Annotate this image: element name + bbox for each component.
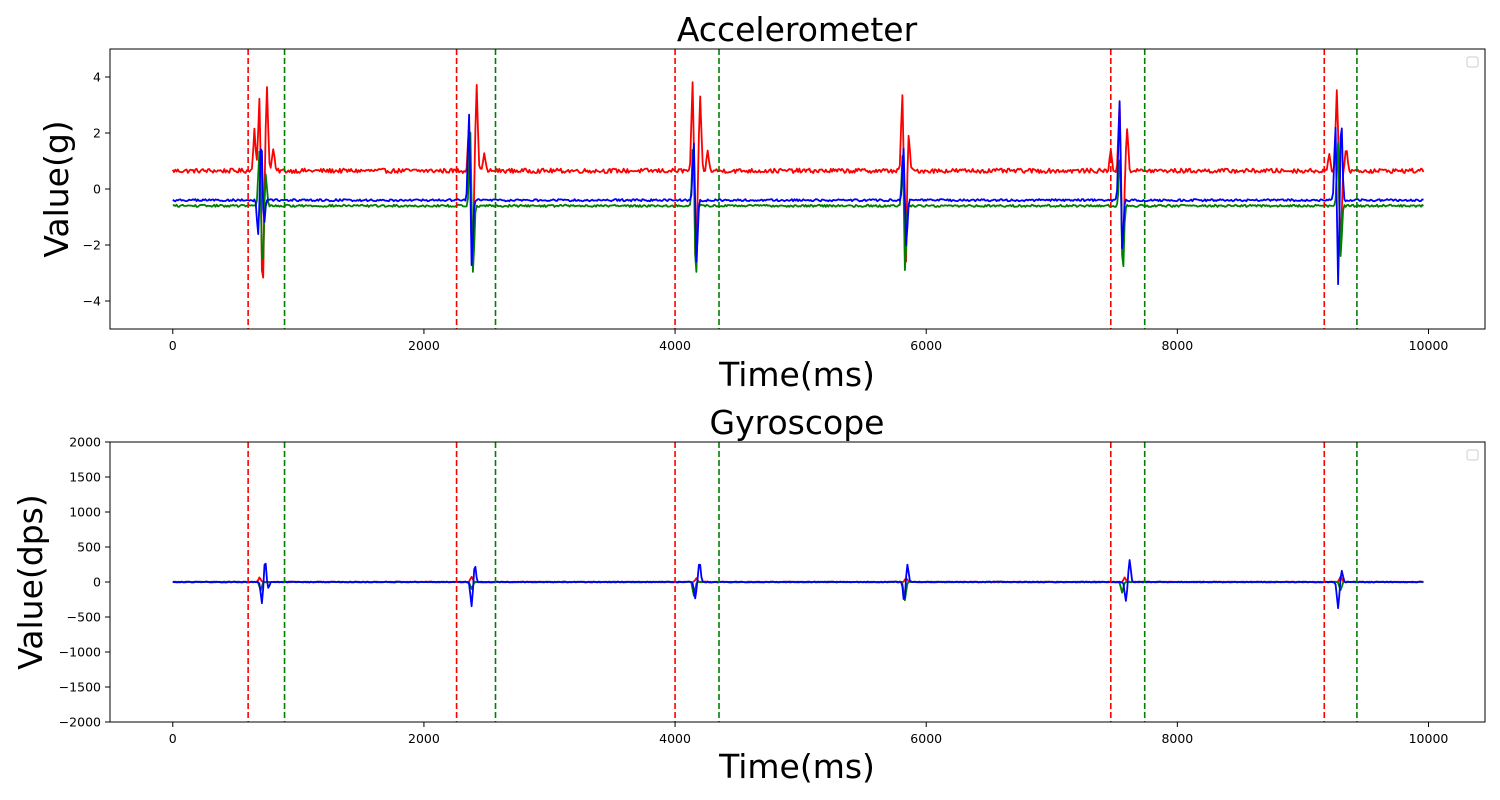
gyroscope-ytick-label: −2000 [59,715,101,730]
gyroscope-panel: Gyroscope Time(ms) Value(dps) 0 2000 4000 6… [11,403,1486,786]
accelerometer-ylabel: Value(g) [37,120,76,257]
gyroscope-ytick-label: −1000 [59,645,101,660]
gyroscope-ytick-label: 1000 [69,505,101,520]
gyroscope-ytick-label: −1500 [59,680,101,695]
accelerometer-series-line-1 [172,81,1425,279]
accelerometer-series-line-2 [172,131,1424,273]
gyroscope-ylabel: Value(dps) [11,494,50,669]
gyroscope-xtick-label: 6000 [910,731,942,746]
accelerometer-ytick-label: −4 [83,294,101,309]
gyroscope-title: Gyroscope [710,403,885,442]
gyroscope-xtick-label: 4000 [659,731,691,746]
gyroscope-xtick-label: 8000 [1161,731,1193,746]
accelerometer-frame [109,48,1486,330]
accelerometer-xtick-label: 2000 [408,338,440,353]
gyroscope-series-line-2 [172,580,1424,602]
gyroscope-series-line-3 [172,559,1424,610]
accelerometer-ytick-label: 2 [93,126,101,141]
accelerometer-xtick-label: 4000 [659,338,691,353]
accelerometer-title: Accelerometer [677,10,918,49]
accelerometer-ytick-label: 4 [93,70,101,85]
accelerometer-series-line-3 [172,100,1424,286]
gyroscope-ytick-label: −500 [67,610,101,625]
gyroscope-ytick-label: 0 [93,575,101,590]
accelerometer-xlabel: Time(ms) [718,355,875,394]
accelerometer-xtick-label: 10000 [1409,338,1449,353]
accelerometer-xtick-label: 8000 [1161,338,1193,353]
accelerometer-ytick-label: 0 [93,182,101,197]
gyroscope-xtick-label: 2000 [408,731,440,746]
accelerometer-panel: Accelerometer Time(ms) Value(g) 0 2000 400… [37,10,1486,394]
gyroscope-ytick-label: 2000 [69,435,101,450]
gyroscope-legend [1466,449,1479,461]
gyroscope-ytick-label: 500 [77,540,101,555]
gyroscope-ytick-label: 1500 [69,470,101,485]
accelerometer-xtick-label: 6000 [910,338,942,353]
gyroscope-plot-area [172,442,1424,722]
accelerometer-plot-area [172,49,1425,329]
accelerometer-legend [1466,56,1479,68]
gyroscope-xtick-label: 10000 [1409,731,1449,746]
accelerometer-ytick-label: −2 [83,238,101,253]
accelerometer-xtick-label: 0 [169,338,177,353]
gyroscope-xlabel: Time(ms) [718,747,875,786]
gyroscope-xtick-label: 0 [169,731,177,746]
